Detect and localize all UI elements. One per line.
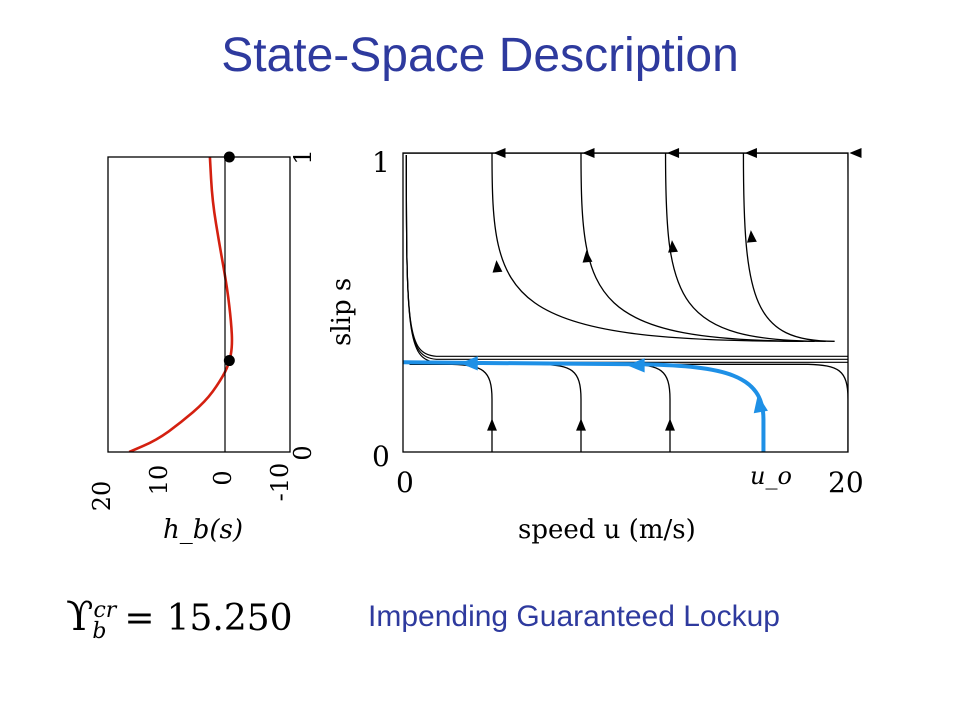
top-boundary-arrow-3 [744, 148, 757, 158]
equilibrium-dot-1 [223, 151, 235, 163]
separatrix-line-1 [405, 154, 848, 360]
equilibrium-dot-0 [223, 355, 235, 367]
lower-trajectory-arrow-1 [576, 418, 586, 431]
phase-y-label: slip s [327, 278, 357, 346]
hb-y-tick-1: 1 [289, 149, 317, 164]
phase-portrait-panel: 1 0 0 20 u_o slip s speed u (m/s) [327, 146, 864, 545]
lower-trajectory-0 [409, 363, 493, 452]
lower-trajectory-arrow-2 [665, 418, 675, 431]
highlight-trajectory [403, 360, 766, 452]
formula-subscript: b [92, 619, 107, 645]
lower-trajectory-3 [409, 363, 848, 452]
separatrix-line-0 [405, 154, 848, 357]
upper-trajectory-arrow-3 [746, 230, 757, 243]
upper-trajectory-arrow-1 [582, 250, 593, 263]
lower-trajectory-arrow-0 [487, 418, 497, 431]
upper-trajectory-0 [491, 153, 804, 342]
phase-y-tick-1: 1 [372, 146, 390, 179]
formula-equals: = [124, 598, 155, 639]
upper-trajectory-arrow-0 [492, 260, 503, 273]
state-space-figure: 20 10 0 -10 0 1 h_b(s) 1 0 0 20 u_o slip… [88, 146, 864, 545]
upper-trajectory-4 [847, 153, 848, 342]
phase-x-label: speed u (m/s) [518, 515, 696, 545]
highlight-arrow-up [753, 394, 768, 414]
top-boundary-arrow-2 [666, 148, 680, 158]
hb-curve [128, 157, 234, 452]
upper-trajectory-1 [580, 153, 815, 342]
slide-title: State-Space Description [221, 29, 739, 82]
phase-panel-frame [402, 152, 849, 453]
upper-trajectory-arrow-2 [668, 240, 678, 253]
phase-x-tick-0: 0 [396, 466, 414, 499]
highlight-arrow-mid [627, 358, 645, 373]
phase-x-tick-20: 20 [828, 466, 864, 499]
highlight-arrow-left [460, 356, 478, 371]
hb-x-tick-0: 0 [209, 470, 237, 485]
formula-superscript: cr [93, 598, 117, 623]
phase-y-tick-0: 0 [372, 440, 390, 473]
critical-value-formula: ϒcrb = 15.250 [66, 594, 293, 644]
lower-trajectory-2 [409, 363, 671, 452]
hb-x-tick-10: 10 [145, 465, 173, 496]
hb-x-tick-20: 20 [88, 481, 116, 512]
hb-panel-frame [107, 156, 291, 453]
top-boundary-arrow-1 [582, 148, 595, 158]
hb-x-label: h_b(s) [163, 515, 243, 545]
top-boundary-arrow-4 [849, 148, 862, 158]
uo-annotation: u_o [750, 462, 792, 490]
upsilon-symbol: ϒ [66, 594, 94, 640]
top-boundary-arrow-0 [493, 148, 506, 158]
hb-x-tick-neg10: -10 [266, 463, 294, 502]
lockup-caption: Impending Guaranteed Lockup [368, 600, 780, 633]
formula-value: 15.250 [166, 598, 293, 639]
upper-trajectory-2 [664, 153, 826, 342]
separatrix-line-2 [405, 154, 848, 363]
hb-panel: 20 10 0 -10 0 1 h_b(s) [88, 149, 317, 545]
hb-y-tick-0: 0 [289, 445, 317, 460]
lower-trajectory-1 [409, 363, 582, 452]
upper-trajectory-3 [742, 153, 835, 342]
